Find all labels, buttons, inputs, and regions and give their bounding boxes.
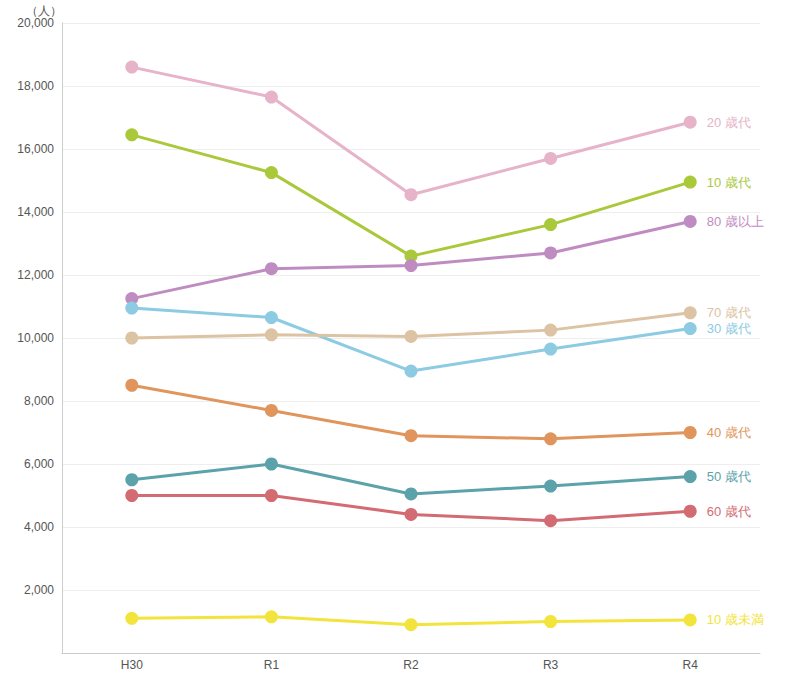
svg-text:8,000: 8,000 xyxy=(24,394,54,408)
svg-text:50 歳代: 50 歳代 xyxy=(707,469,751,484)
svg-text:40 歳代: 40 歳代 xyxy=(707,425,751,440)
svg-text:R1: R1 xyxy=(264,658,280,672)
svg-text:18,000: 18,000 xyxy=(17,79,54,93)
svg-text:80 歳以上: 80 歳以上 xyxy=(707,214,764,229)
svg-text:H30: H30 xyxy=(121,658,143,672)
svg-text:16,000: 16,000 xyxy=(17,142,54,156)
svg-text:20,000: 20,000 xyxy=(17,16,54,30)
svg-text:10 歳未満: 10 歳未満 xyxy=(707,612,764,627)
svg-text:70 歳代: 70 歳代 xyxy=(707,305,751,320)
svg-text:2,000: 2,000 xyxy=(24,583,54,597)
svg-text:6,000: 6,000 xyxy=(24,457,54,471)
svg-text:60 歳代: 60 歳代 xyxy=(707,504,751,519)
svg-text:10 歳代: 10 歳代 xyxy=(707,175,751,190)
svg-text:30 歳代: 30 歳代 xyxy=(707,321,751,336)
svg-text:12,000: 12,000 xyxy=(17,268,54,282)
svg-text:14,000: 14,000 xyxy=(17,205,54,219)
svg-text:4,000: 4,000 xyxy=(24,520,54,534)
svg-text:R4: R4 xyxy=(683,658,699,672)
svg-text:20 歳代: 20 歳代 xyxy=(707,115,751,130)
svg-text:10,000: 10,000 xyxy=(17,331,54,345)
svg-text:R3: R3 xyxy=(543,658,559,672)
svg-text:R2: R2 xyxy=(403,658,419,672)
svg-text:（人）: （人） xyxy=(26,4,62,18)
